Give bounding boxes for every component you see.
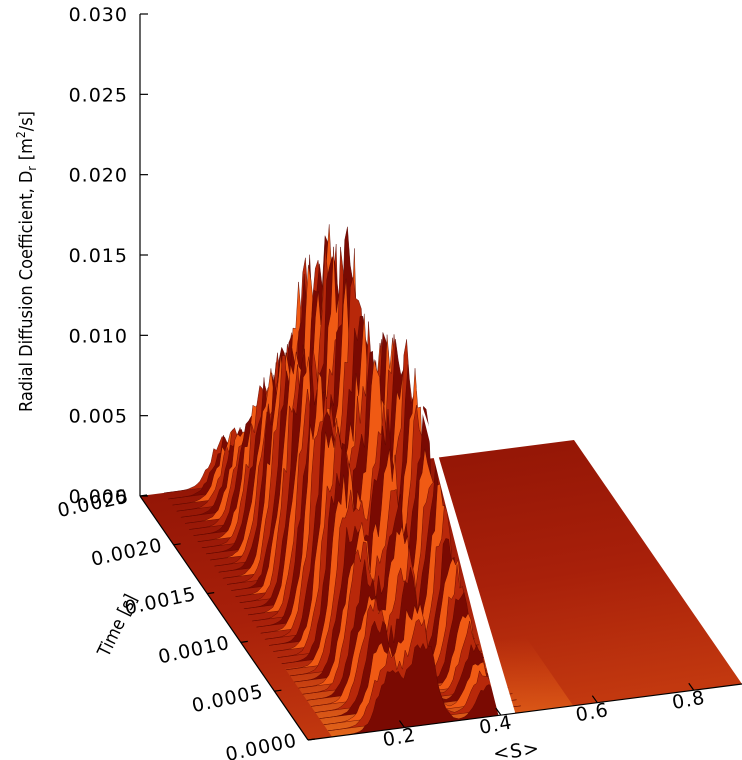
y-tick-mark bbox=[307, 738, 316, 741]
x-tick-label: 0.6 bbox=[574, 699, 611, 726]
x-tick-mark bbox=[398, 720, 405, 728]
z-tick-label: 0.030 bbox=[69, 4, 128, 26]
surface-gap-slice bbox=[415, 387, 516, 716]
z-tick-label: 0.015 bbox=[69, 245, 128, 267]
y-tick-mark bbox=[274, 689, 282, 692]
y-tick-mark bbox=[173, 543, 181, 546]
y-axis-title: Time[s] bbox=[93, 591, 142, 661]
x-axis-title: <S> bbox=[492, 737, 541, 760]
x-axis-line bbox=[307, 683, 742, 741]
y-tick-label: 0.0005 bbox=[190, 681, 265, 718]
x-tick-label: 0.4 bbox=[478, 711, 515, 738]
y-tick-mark bbox=[207, 592, 215, 595]
y-tick-mark bbox=[139, 494, 148, 497]
y-tick-label: 0.0000 bbox=[224, 729, 299, 760]
z-tick-label: 0.020 bbox=[69, 165, 128, 187]
x-tick-label: 0.8 bbox=[670, 687, 707, 714]
z-tick-label: 0.005 bbox=[69, 406, 128, 428]
z-tick-label: 0.025 bbox=[69, 84, 128, 106]
z-tick-label: 0.000 bbox=[69, 486, 128, 508]
surface-gap bbox=[415, 387, 516, 716]
y-tick-mark bbox=[240, 640, 248, 643]
y-tick-label: 0.0010 bbox=[156, 632, 231, 669]
x-tick-mark bbox=[688, 682, 695, 691]
x-tick-mark bbox=[591, 695, 598, 704]
x-tick-mark bbox=[495, 707, 502, 716]
x-tick-label: 0.2 bbox=[381, 724, 418, 751]
y-tick-label: 0.0020 bbox=[89, 534, 164, 571]
y-axis-line bbox=[139, 495, 309, 741]
z-axis-title: Radial Diffusion Coefficient, Dr[m2/s] bbox=[14, 111, 39, 412]
surface-ridges bbox=[163, 224, 526, 738]
z-tick-label: 0.010 bbox=[69, 325, 128, 347]
z-ticks: 0.000 0.005 0.010 0.015 0.020 0.025 0.030 bbox=[69, 4, 148, 508]
